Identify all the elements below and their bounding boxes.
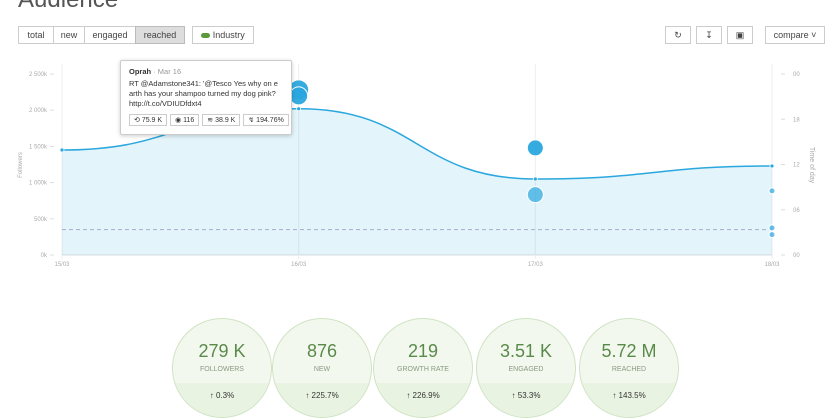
compare-dropdown[interactable]: compare ˅ bbox=[765, 26, 825, 44]
tooltip-stat: ≋ 38.9 K bbox=[202, 114, 241, 126]
y2-tick-label: 18 bbox=[793, 117, 800, 123]
y2-tick-label: 06 bbox=[793, 208, 800, 214]
refresh-button[interactable]: ↻ bbox=[665, 26, 691, 44]
stat-value: 219 bbox=[407, 341, 439, 361]
stat-label: FOLLOWERS bbox=[200, 366, 244, 373]
industry-label: Industry bbox=[212, 30, 245, 40]
stat-value: 5.72 M bbox=[601, 341, 657, 361]
point bbox=[296, 106, 302, 112]
stat-change-value: 53.3% bbox=[517, 391, 541, 400]
tooltip-stat: ◉ 116 bbox=[170, 114, 200, 126]
bubble bbox=[526, 186, 544, 204]
stat-change: ↑ 53.3% bbox=[477, 383, 575, 417]
tooltip-stat-value: 194.76% bbox=[256, 117, 284, 124]
y-tick-label: 1 500k bbox=[29, 144, 48, 150]
area bbox=[62, 108, 772, 255]
tab[interactable]: engaged bbox=[84, 26, 136, 44]
stat-change-value: 226.9% bbox=[412, 391, 440, 400]
y2-tick-label: 12 bbox=[793, 163, 800, 169]
y2-tick-label: 00 bbox=[793, 72, 800, 78]
y-tick-label: 0k bbox=[41, 253, 48, 259]
y-axis-label: Followers bbox=[18, 152, 24, 178]
bubble bbox=[289, 86, 309, 106]
stat-label: REACHED bbox=[611, 366, 647, 373]
y-tick-label: 2 500k bbox=[29, 72, 48, 78]
point bbox=[532, 176, 538, 182]
y2-axis-label: Time of day bbox=[808, 147, 815, 184]
tooltip-stats: ⟲ 75.9 K ◉ 116 ≋ 38.9 K ↯ 194.76% bbox=[121, 114, 291, 126]
point bbox=[769, 163, 775, 169]
download-button[interactable]: ↧ bbox=[696, 26, 722, 44]
bubble bbox=[768, 231, 776, 239]
tooltip-stat: ↯ 194.76% bbox=[243, 114, 289, 126]
stat-change: ↑ 225.7% bbox=[273, 383, 371, 417]
bubble bbox=[768, 187, 776, 195]
bubble bbox=[768, 224, 776, 232]
stat-change: ↑ 143.5% bbox=[580, 383, 678, 417]
tooltip-stat-value: 38.9 K bbox=[215, 117, 236, 124]
tooltip-stat-value: 75.9 K bbox=[141, 117, 163, 124]
stat-circle: 279 K FOLLOWERS ↑ 0.3% bbox=[172, 318, 272, 418]
point bbox=[59, 147, 65, 153]
stat-change: ↑ 226.9% bbox=[374, 383, 472, 417]
image-button[interactable]: ▣ bbox=[727, 26, 753, 44]
x-tick-label: 17/03 bbox=[528, 262, 544, 268]
x-tick-label: 15/03 bbox=[54, 262, 70, 268]
stat-label: GROWTH RATE bbox=[397, 366, 449, 373]
stat-change-value: 143.5% bbox=[618, 391, 646, 400]
stat-circle: 219 GROWTH RATE ↑ 226.9% bbox=[373, 318, 473, 418]
tooltip-stat: ⟲ 75.9 K bbox=[129, 114, 168, 126]
x-tick-label: 16/03 bbox=[291, 262, 307, 268]
stat-value: 3.51 K bbox=[499, 341, 553, 361]
tab[interactable]: new bbox=[53, 26, 85, 44]
tooltip-author: Oprah bbox=[129, 67, 152, 76]
compare-label: compare bbox=[773, 30, 809, 40]
stat-value: 279 K bbox=[198, 341, 246, 361]
tab[interactable]: total bbox=[18, 26, 54, 44]
industry-toggle[interactable]: Industry bbox=[192, 26, 254, 44]
stat-label: NEW bbox=[313, 366, 331, 373]
page-title: Audience bbox=[18, 0, 118, 14]
tooltip-stat-value: 116 bbox=[183, 117, 195, 124]
bubble bbox=[526, 139, 544, 157]
chart: 0k 500k 1 000k 1 500k 2 000k 2 500k 00 06 12 18 00… bbox=[18, 64, 815, 268]
x-tick-label: 18/03 bbox=[764, 262, 780, 268]
stat-value: 876 bbox=[306, 341, 338, 361]
stat-circle: 3.51 K ENGAGED ↑ 53.3% bbox=[476, 318, 576, 418]
tooltip: Oprah · Mar 16 RT @Adamstone341: '@Tesco… bbox=[120, 60, 292, 135]
page: {"header":{"title":"Audience"}, "toolbar… bbox=[18, 0, 825, 418]
y-tick-label: 500k bbox=[34, 217, 48, 223]
y2-tick-label: 00 bbox=[793, 253, 800, 259]
stat-label: ENGAGED bbox=[508, 366, 544, 373]
stat-change-value: 0.3% bbox=[216, 391, 235, 400]
stat-change-value: 225.7% bbox=[311, 391, 339, 400]
tooltip-date: Mar 16 bbox=[157, 67, 182, 76]
y-tick-label: 2 000k bbox=[29, 108, 48, 114]
stat-circle: 876 NEW ↑ 225.7% bbox=[272, 318, 372, 418]
stat-change: ↑ 0.3% bbox=[173, 383, 271, 417]
tooltip-text: RT @Adamstone341: '@Tesco Yes why on e a… bbox=[129, 79, 278, 108]
y-tick-label: 1 000k bbox=[29, 181, 48, 187]
stat-circle: 5.72 M REACHED ↑ 143.5% bbox=[579, 318, 679, 418]
tab[interactable]: reached bbox=[135, 26, 185, 44]
